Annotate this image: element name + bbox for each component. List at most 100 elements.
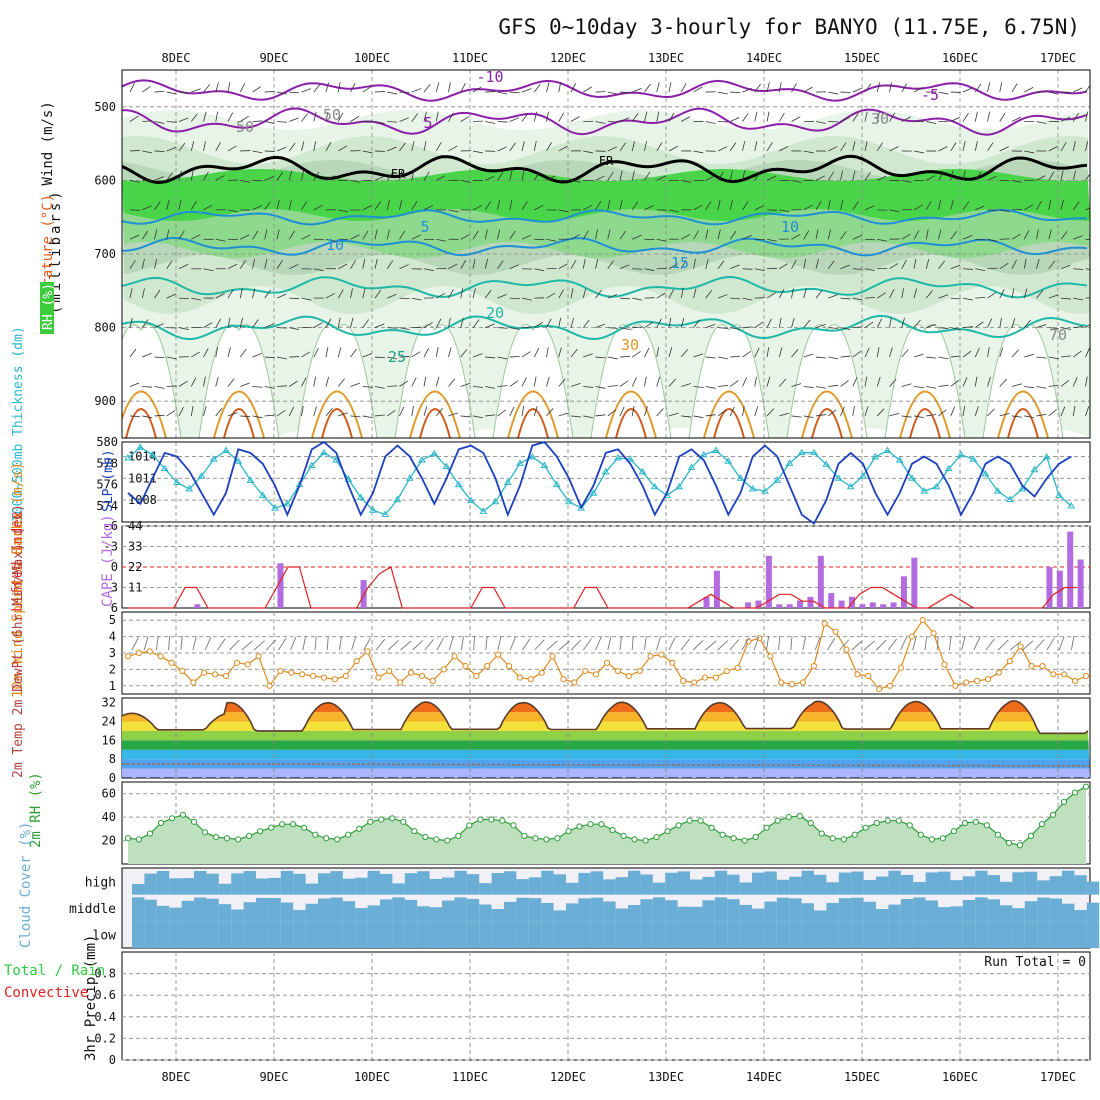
wind-barb	[962, 170, 966, 181]
thickness-marker	[589, 489, 598, 496]
wind-barb	[876, 376, 881, 387]
dry-layer-plume	[198, 324, 280, 438]
wind-barb	[1048, 199, 1052, 210]
cloud-low-bar	[1012, 921, 1025, 948]
wind-barb	[570, 234, 581, 240]
wind-barb	[583, 204, 593, 211]
wind-barb	[313, 141, 317, 152]
wind-barb	[558, 347, 562, 358]
wind-barb	[987, 82, 991, 93]
wind-barb	[215, 293, 225, 299]
wind-barb	[252, 258, 256, 269]
wind-barb	[790, 636, 793, 651]
cloud-mid-bar	[479, 904, 492, 922]
wind-barb	[411, 234, 421, 240]
wind-barb	[766, 111, 770, 122]
thickness-marker	[246, 476, 255, 483]
temp2m-ylabel: 2m Temp 2m DewPt (6hr Min/Max) (°C)	[11, 504, 26, 778]
isotherm-line	[122, 208, 1088, 226]
wind-barb	[852, 350, 862, 358]
cloud-high-bar	[491, 873, 504, 895]
wind-barb	[154, 176, 164, 181]
rh2m-marker	[268, 824, 275, 831]
wind-barb	[950, 116, 960, 122]
wind-barb	[521, 170, 525, 181]
wind-barb	[166, 172, 173, 181]
wind-barb	[693, 288, 697, 299]
thickness-marker	[993, 487, 1002, 494]
thickness-marker	[160, 464, 169, 472]
wind-barb	[680, 259, 687, 269]
wind-barb	[423, 111, 427, 122]
wind-barb	[631, 377, 637, 387]
wind-barb	[1010, 640, 1022, 651]
wind-barb	[509, 636, 516, 651]
thickness-marker	[516, 459, 524, 466]
cloud-mid-bar	[776, 897, 790, 922]
rh2m-marker	[741, 837, 748, 844]
wind-barb	[619, 380, 629, 387]
wind10m-marker	[1082, 672, 1090, 680]
thickness-marker	[1055, 491, 1063, 498]
wind-barb	[178, 91, 189, 94]
wind10m-marker	[266, 682, 273, 689]
wind-barb	[742, 406, 745, 416]
wind-barb	[362, 150, 373, 154]
wind-barb	[815, 258, 819, 269]
wind-barb	[227, 145, 237, 152]
wind-barb	[154, 289, 161, 299]
thickness-marker	[577, 504, 586, 511]
wind-barb	[374, 150, 386, 152]
wind-barb	[913, 150, 924, 154]
wind10m-marker	[124, 653, 132, 660]
wind-barb	[754, 111, 758, 122]
wind-barb	[154, 258, 158, 269]
cloud-high-bar	[330, 871, 343, 895]
wind-barb	[337, 289, 344, 299]
wind-barb	[325, 111, 329, 122]
wind-barb	[374, 201, 381, 211]
precip-panel-frame	[121, 951, 1091, 1061]
wind10m-marker	[1061, 671, 1068, 678]
rh2m-marker	[279, 821, 286, 828]
wind-barb	[227, 209, 238, 213]
cloud-low-bar	[962, 921, 976, 948]
wind-barb	[472, 230, 479, 240]
rh2m-marker	[312, 831, 319, 838]
cloud-low-bar	[851, 921, 864, 948]
wind-barb	[717, 229, 721, 240]
cloud-high-bar	[925, 872, 938, 895]
wind-barb	[900, 637, 907, 651]
wind-barb	[1070, 636, 1075, 651]
wind-barb	[1011, 349, 1019, 358]
rh2m-marker	[818, 830, 825, 837]
wind-barb	[264, 414, 275, 417]
cloud-high-bar	[566, 882, 579, 895]
isotherm-25	[801, 390, 853, 438]
cloud-high-bar	[776, 879, 790, 895]
isotherm-30	[517, 408, 549, 438]
wind-barb	[338, 209, 349, 213]
wind-barb	[1011, 317, 1016, 328]
isotherm-line	[122, 154, 1088, 185]
wind-barb	[1011, 383, 1022, 387]
cloud-high-bar	[442, 877, 455, 895]
cloud-mid-bar	[714, 897, 728, 922]
wind10m-marker	[832, 628, 839, 635]
wind-barb	[815, 175, 826, 181]
thickness-marker	[932, 482, 941, 490]
wind-barb	[1036, 356, 1047, 359]
wind-barb	[239, 288, 243, 299]
cloud-mid-bar	[466, 898, 480, 922]
wind-barb	[178, 380, 188, 387]
wind-barb	[1072, 201, 1080, 211]
wind-barb	[558, 112, 565, 122]
contour-label: 20	[486, 304, 504, 322]
wind-barb	[852, 235, 863, 240]
wind-barb	[717, 91, 728, 95]
wind-barb	[546, 238, 557, 242]
thickness-marker	[920, 487, 929, 494]
wind-barb	[326, 636, 329, 651]
wind-barb	[374, 121, 385, 124]
wind-barb	[1073, 268, 1084, 270]
